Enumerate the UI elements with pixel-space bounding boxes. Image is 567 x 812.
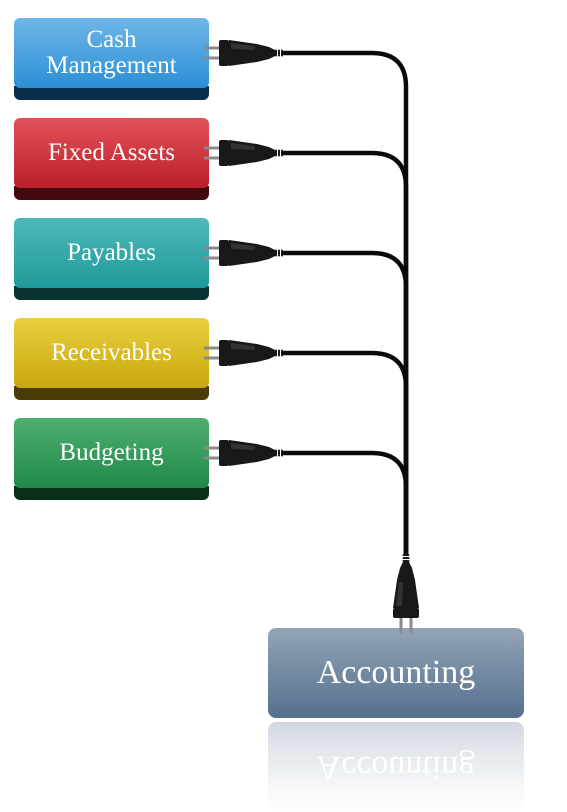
module-box: Payables (14, 218, 209, 288)
module-depth (14, 186, 209, 200)
module-box: Fixed Assets (14, 118, 209, 188)
module-depth (14, 86, 209, 100)
cable (284, 153, 406, 553)
module-depth (14, 286, 209, 300)
module-depth (14, 486, 209, 500)
cable (284, 253, 406, 553)
module-label: Payables (67, 240, 156, 266)
plug-icon (205, 40, 283, 66)
module-box: Budgeting (14, 418, 209, 488)
module-label: Fixed Assets (48, 140, 175, 166)
plug-icon (205, 140, 283, 166)
accounting-box: Accounting (268, 628, 524, 718)
module-label: Cash Management (46, 27, 177, 80)
module-label: Receivables (51, 340, 172, 366)
module-depth (14, 386, 209, 400)
module-label: Budgeting (59, 440, 163, 466)
cable (284, 353, 406, 553)
plug-icon (205, 240, 283, 266)
module-box: Cash Management (14, 18, 209, 88)
module-box: Receivables (14, 318, 209, 388)
accounting-label: Accounting (317, 654, 476, 692)
accounting-reflection: Accounting (268, 722, 524, 812)
accounting-reflection-label: Accounting (317, 748, 476, 786)
plug-icon (205, 340, 283, 366)
plug-icon (205, 440, 283, 466)
plug-down-icon (393, 554, 419, 632)
cable (284, 453, 406, 553)
cable (284, 53, 406, 553)
